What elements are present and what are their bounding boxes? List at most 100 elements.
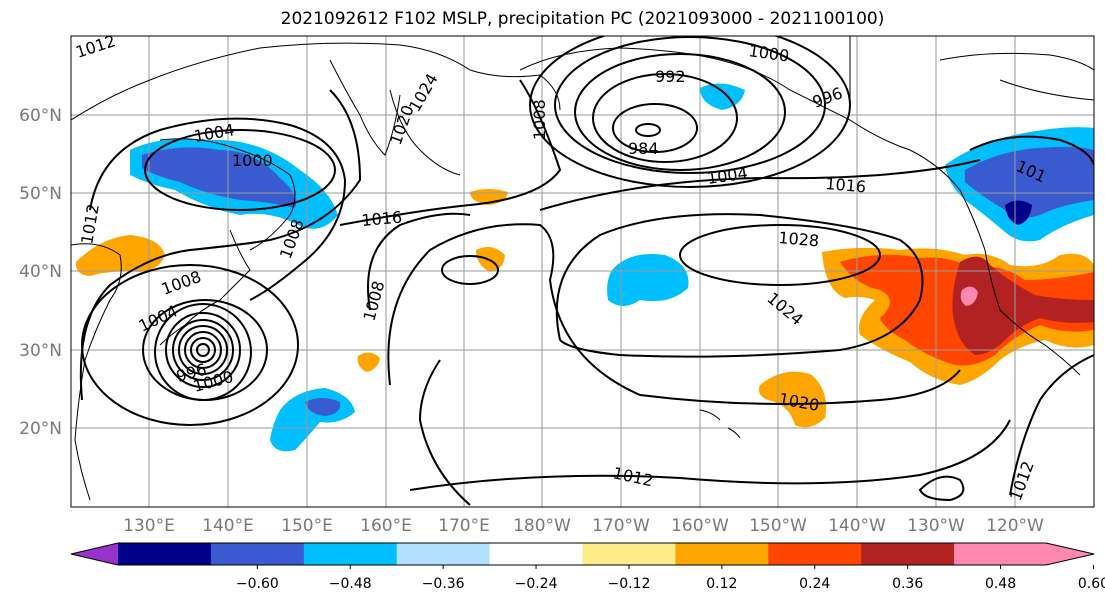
isobar-label: 1000 — [232, 151, 273, 170]
isobar-typhoon-3 — [184, 331, 222, 369]
coast-hawaii — [699, 409, 741, 439]
precip-neg-bc-core — [1005, 200, 1032, 225]
lon-label: 170°W — [592, 516, 650, 536]
colorbar-cells — [71, 543, 1094, 565]
isobar-1016-north — [539, 159, 981, 211]
colorbar-cell — [675, 543, 769, 565]
lon-label: 150°E — [281, 516, 333, 536]
lon-label: 140°W — [828, 516, 886, 536]
isobar-aleutian-988 — [612, 103, 698, 153]
isobar-label: 1028 — [778, 228, 820, 250]
coast-kamchatka — [329, 59, 401, 156]
plot-frame — [70, 35, 1095, 508]
colorbar-tick-label: 0.60 — [1078, 576, 1105, 592]
precip-neg-west-inner — [305, 398, 341, 416]
colorbar-cell — [489, 543, 583, 565]
colorbar-ticks: −0.60 −0.48 −0.36 −0.24 −0.12 0.12 0.24 0.36 0.4… — [236, 565, 1105, 592]
isobar-1024 — [555, 213, 924, 358]
coast-asia — [71, 42, 561, 176]
precip-pos-blob-c — [357, 352, 380, 372]
isobar-typhoon-8 — [142, 299, 268, 401]
isobar-na-low — [969, 135, 1094, 166]
isobar-label: 992 — [655, 67, 686, 86]
coast-alaska — [519, 47, 986, 251]
isobar-label: 1016 — [825, 174, 867, 196]
isobar-typhoon-4 — [178, 325, 228, 375]
isobar-na-small — [918, 475, 965, 502]
isobar-aleutian-984 — [635, 123, 661, 137]
lon-label: 160°E — [360, 516, 412, 536]
latitude-axis: 60°N 50°N 40°N 30°N 20°N — [19, 106, 62, 439]
isobar-typhoon-1 — [196, 343, 210, 357]
colorbar-cell — [303, 543, 398, 565]
coast-china — [71, 243, 122, 501]
lat-label: 50°N — [19, 184, 62, 204]
lat-label: 20°N — [19, 419, 62, 439]
colorbar-outline — [70, 542, 1095, 566]
colorbar-tick-label: −0.24 — [515, 576, 558, 592]
isobar-aleutian-1000 — [554, 36, 826, 174]
isobar-1008-central — [367, 212, 471, 311]
isobar-1012 — [409, 359, 1011, 506]
lat-label: 30°N — [19, 341, 62, 361]
precip-pos-hawaii — [759, 371, 827, 428]
colorbar-cell — [582, 543, 676, 565]
lat-label: 60°N — [19, 106, 62, 126]
colorbar-tick-label: −0.48 — [329, 576, 372, 592]
map-title: 2021092612 F102 MSLP, precipitation PC (… — [280, 9, 885, 29]
isobar-typhoon-6 — [165, 312, 241, 388]
precip-pos-california-strong — [952, 256, 1094, 355]
colorbar: −0.60 −0.48 −0.36 −0.24 −0.12 0.12 0.24 0.36 0.4… — [70, 542, 1105, 592]
longitude-axis: 130°E 140°E 150°E 160°E 170°E 180°W 170°… — [123, 516, 1044, 536]
colorbar-tick-label: 0.36 — [892, 576, 923, 592]
coast-japan — [159, 229, 251, 346]
colorbar-tick-label: 0.48 — [985, 576, 1016, 592]
isobar-label: 1016 — [361, 208, 403, 230]
isobar-aleutian-996 — [574, 53, 786, 171]
coast-na-west — [984, 249, 1081, 376]
isobar-1028 — [679, 224, 881, 286]
isobar-1024-small — [441, 255, 499, 285]
lon-label: 140°E — [202, 516, 254, 536]
isobar-typhoon-2 — [190, 337, 216, 363]
precipitation-shading — [75, 83, 1094, 452]
isobar-1008-west — [79, 89, 362, 401]
colorbar-cell — [861, 543, 955, 565]
colorbar-extend-high — [1047, 543, 1094, 565]
coastlines — [71, 36, 1094, 501]
precip-neg-central — [607, 254, 689, 306]
isobar-aleutian-1004 — [529, 36, 851, 188]
lat-label: 40°N — [19, 262, 62, 282]
colorbar-cell — [396, 543, 491, 565]
lon-label: 130°E — [123, 516, 175, 536]
lon-label: 130°W — [907, 516, 965, 536]
colorbar-extend-low — [71, 543, 118, 565]
colorbar-tick-label: −0.36 — [422, 576, 465, 592]
lon-label: 170°E — [438, 516, 490, 536]
colorbar-tick-label: −0.60 — [236, 576, 279, 592]
lon-label: 160°W — [671, 516, 729, 536]
lon-label: 150°W — [749, 516, 807, 536]
isobar-na-1012 — [1009, 354, 1094, 496]
isobar-1016-west — [339, 79, 562, 226]
colorbar-tick-label: 0.12 — [706, 576, 737, 592]
precip-pos-california-max — [960, 286, 978, 306]
isobar-okhotsk-1004 — [89, 117, 347, 301]
isobar-okhotsk-1000 — [144, 129, 336, 211]
isobars — [79, 36, 1094, 506]
isobar-label: 1008 — [530, 99, 549, 140]
colorbar-cell — [118, 543, 212, 565]
coast-okhotsk — [159, 138, 296, 251]
colorbar-tick-label: 0.24 — [799, 576, 830, 592]
colorbar-tick-label: −0.12 — [607, 576, 650, 592]
precip-neg-bc-inner — [965, 146, 1094, 218]
lon-label: 120°W — [986, 516, 1044, 536]
graticule — [71, 36, 1094, 507]
colorbar-cell — [768, 543, 862, 565]
coast-na-interior — [849, 36, 1094, 101]
isobar-aleutian-992 — [592, 73, 738, 163]
colorbar-cell — [210, 543, 305, 565]
isobar-typhoon-5 — [172, 319, 234, 381]
colorbar-cell — [954, 543, 1048, 565]
